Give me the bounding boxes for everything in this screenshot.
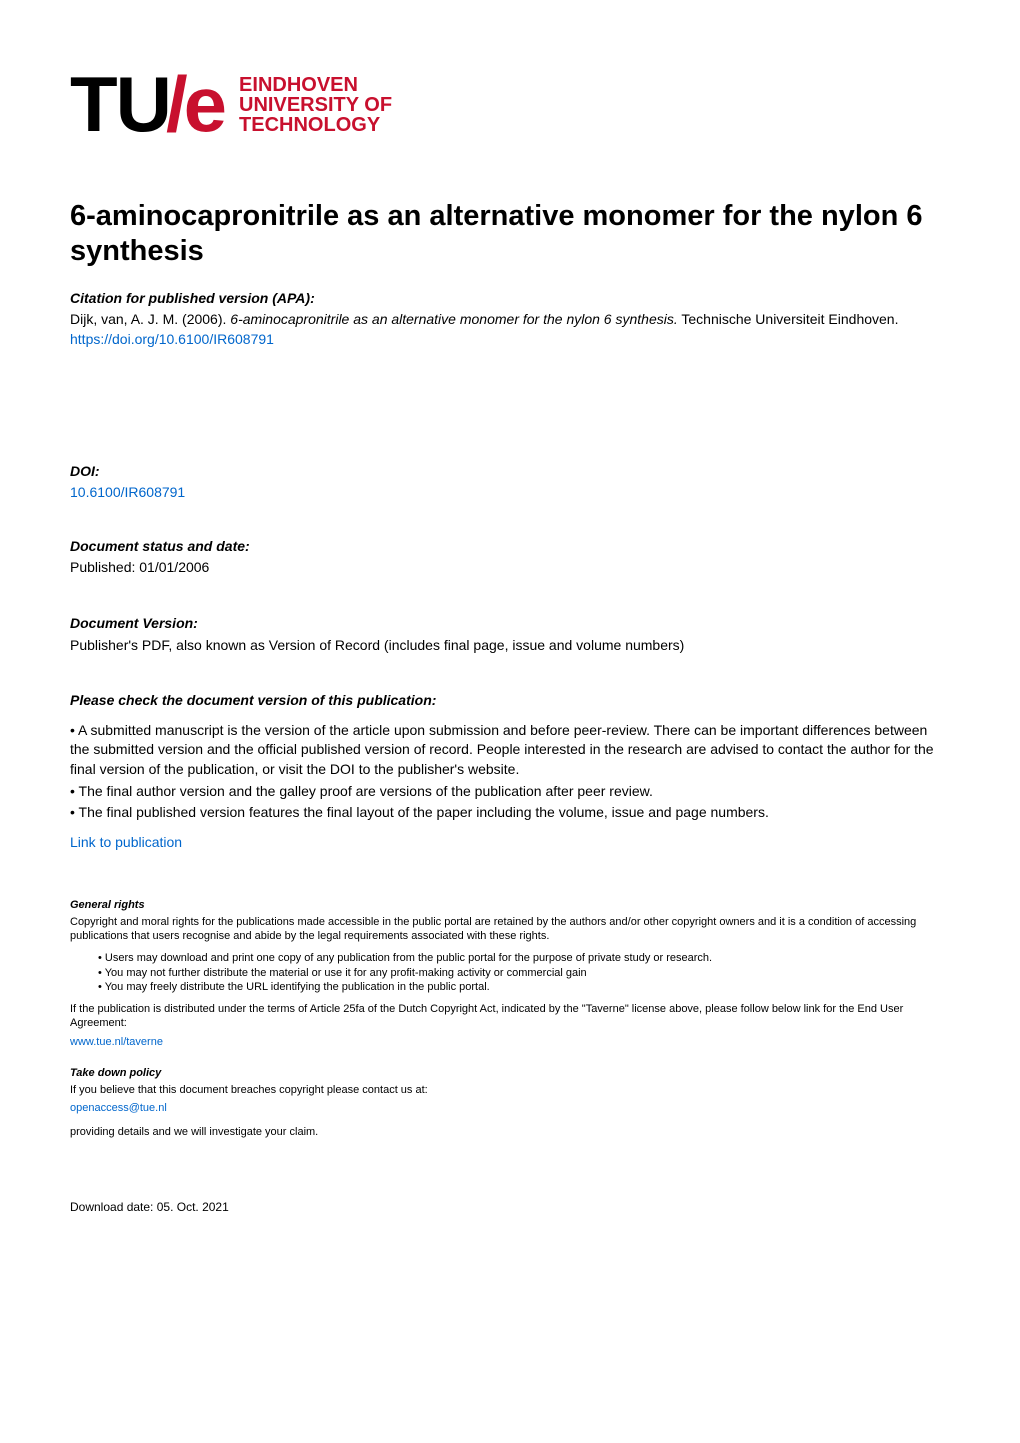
logo-line-3: TECHNOLOGY xyxy=(239,115,392,135)
taverne-text: If the publication is distributed under … xyxy=(70,1002,950,1031)
logo-e-text: e xyxy=(184,50,227,159)
doi-heading: DOI: xyxy=(70,462,950,482)
rights-heading: General rights xyxy=(70,898,950,913)
version-value: Publisher's PDF, also known as Version o… xyxy=(70,636,950,656)
institution-logo: TU / e EINDHOVEN UNIVERSITY OF TECHNOLOG… xyxy=(70,50,950,159)
logo-line-2: UNIVERSITY OF xyxy=(239,95,392,115)
status-value: Published: 01/01/2006 xyxy=(70,558,950,578)
doi-link[interactable]: 10.6100/IR608791 xyxy=(70,484,185,500)
publication-link[interactable]: Link to publication xyxy=(70,834,182,850)
takedown-line-1: If you believe that this document breach… xyxy=(70,1083,950,1097)
citation-author: Dijk, van, A. J. M. (2006). xyxy=(70,311,230,327)
rights-bullet-2: • You may not further distribute the mat… xyxy=(98,966,950,980)
rights-bullet-1: • Users may download and print one copy … xyxy=(98,951,950,965)
takedown-email-link[interactable]: openaccess@tue.nl xyxy=(70,1102,167,1114)
check-bullet-3: • The final published version features t… xyxy=(70,803,950,823)
taverne-link[interactable]: www.tue.nl/taverne xyxy=(70,1036,163,1048)
logo-line-1: EINDHOVEN xyxy=(239,75,392,95)
citation-text: Dijk, van, A. J. M. (2006). 6-aminocapro… xyxy=(70,310,950,349)
check-bullet-2: • The final author version and the galle… xyxy=(70,782,950,802)
status-heading: Document status and date: xyxy=(70,537,950,557)
document-title: 6-aminocapronitrile as an alternative mo… xyxy=(70,199,950,269)
citation-publisher: Technische Universiteit Eindhoven. xyxy=(678,311,899,327)
rights-bullet-3: • You may freely distribute the URL iden… xyxy=(98,980,950,994)
check-bullet-1: • A submitted manuscript is the version … xyxy=(70,721,950,780)
logo-institution-name: EINDHOVEN UNIVERSITY OF TECHNOLOGY xyxy=(239,75,392,135)
logo-tu-text: TU xyxy=(70,50,170,159)
takedown-line-2: providing details and we will investigat… xyxy=(70,1125,950,1139)
check-heading: Please check the document version of thi… xyxy=(70,691,950,711)
citation-heading: Citation for published version (APA): xyxy=(70,289,950,309)
rights-paragraph: Copyright and moral rights for the publi… xyxy=(70,915,950,944)
citation-work-title: 6-aminocapronitrile as an alternative mo… xyxy=(230,311,677,327)
version-heading: Document Version: xyxy=(70,614,950,634)
takedown-heading: Take down policy xyxy=(70,1066,950,1081)
citation-doi-link[interactable]: https://doi.org/10.6100/IR608791 xyxy=(70,331,274,347)
download-date: Download date: 05. Oct. 2021 xyxy=(70,1199,950,1216)
